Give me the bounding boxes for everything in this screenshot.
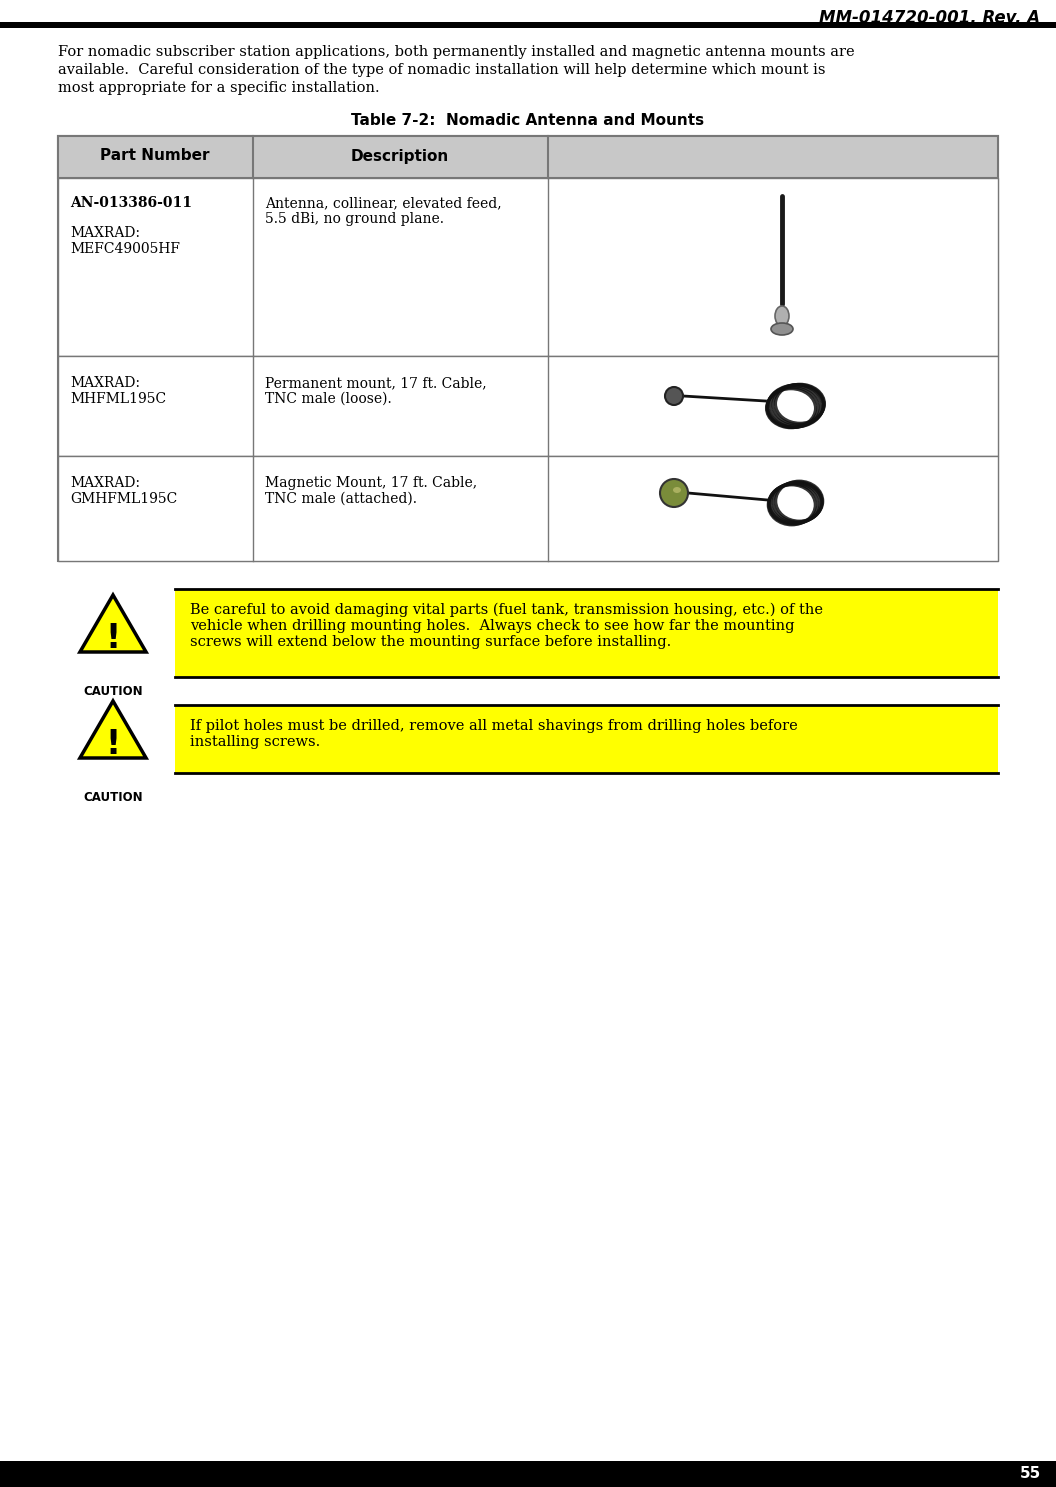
Bar [58,457,998,561]
Text: TNC male (loose).: TNC male (loose). [265,393,392,406]
Text: MM-014720-001, Rev. A: MM-014720-001, Rev. A [818,9,1040,27]
Text: vehicle when drilling mounting holes.  Always check to see how far the mounting: vehicle when drilling mounting holes. Al… [190,619,794,633]
Text: Table 7-2:  Nomadic Antenna and Mounts: Table 7-2: Nomadic Antenna and Mounts [352,113,704,128]
Text: 55: 55 [1019,1466,1040,1481]
Ellipse shape [775,306,789,326]
Bar [58,355,998,457]
Ellipse shape [673,488,681,494]
Text: Part Number: Part Number [100,149,210,164]
Text: For nomadic subscriber station applications, both permanently installed and magn: For nomadic subscriber station applicati… [58,45,854,59]
Text: GMHFML195C: GMHFML195C [70,492,177,506]
Text: CAUTION: CAUTION [83,791,143,804]
Polygon shape [80,595,146,651]
Bar [58,135,998,178]
Text: available.  Careful consideration of the type of nomadic installation will help : available. Careful consideration of the … [58,62,826,77]
Text: Description: Description [351,149,449,164]
Text: Be careful to avoid damaging vital parts (fuel tank, transmission housing, etc.): Be careful to avoid damaging vital parts… [190,604,823,617]
Circle shape [660,479,689,507]
Text: 5.5 dBi, no ground plane.: 5.5 dBi, no ground plane. [265,213,444,226]
Text: MAXRAD:: MAXRAD: [70,476,140,491]
Text: !: ! [106,623,120,656]
Polygon shape [80,700,146,758]
Text: AN-013386-011: AN-013386-011 [70,196,192,210]
Bar [0,1462,1056,1487]
Text: Magnetic Mount, 17 ft. Cable,: Magnetic Mount, 17 ft. Cable, [265,476,477,491]
Text: MEFC49005HF: MEFC49005HF [70,242,180,256]
Ellipse shape [771,323,793,335]
Bar [0,22,1056,28]
Text: MAXRAD:: MAXRAD: [70,376,140,390]
Text: MHFML195C: MHFML195C [70,393,166,406]
Text: If pilot holes must be drilled, remove all metal shavings from drilling holes be: If pilot holes must be drilled, remove a… [190,720,797,733]
Bar [175,589,998,677]
Text: Permanent mount, 17 ft. Cable,: Permanent mount, 17 ft. Cable, [265,376,487,390]
Bar [175,705,998,773]
Text: TNC male (attached).: TNC male (attached). [265,492,417,506]
Circle shape [665,387,683,404]
Text: MAXRAD:: MAXRAD: [70,226,140,239]
Text: Antenna, collinear, elevated feed,: Antenna, collinear, elevated feed, [265,196,502,210]
Text: installing screws.: installing screws. [190,735,320,749]
Text: !: ! [106,729,120,761]
Text: most appropriate for a specific installation.: most appropriate for a specific installa… [58,80,379,95]
Text: CAUTION: CAUTION [83,686,143,697]
Bar [58,178,998,355]
Text: screws will extend below the mounting surface before installing.: screws will extend below the mounting su… [190,635,672,648]
Bar [58,135,998,561]
